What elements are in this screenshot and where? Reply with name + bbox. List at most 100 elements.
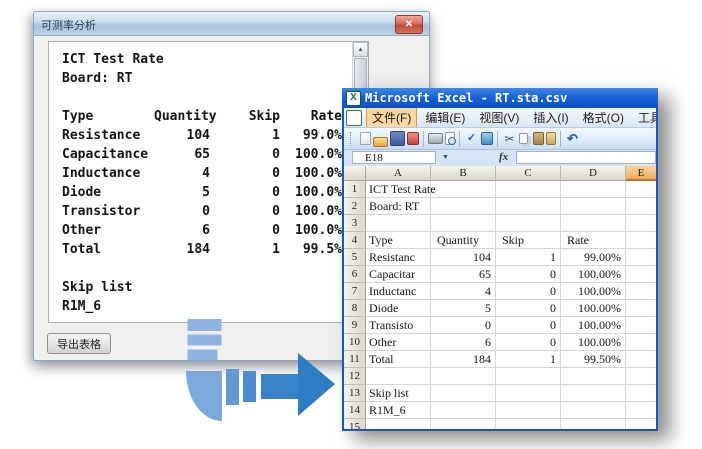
- row-header[interactable]: 15: [344, 419, 366, 429]
- cell[interactable]: R1M_6: [366, 402, 431, 419]
- cut-icon[interactable]: [502, 131, 517, 146]
- cell[interactable]: 99.50%: [561, 351, 626, 368]
- paste-icon[interactable]: [533, 132, 544, 145]
- cell[interactable]: Other: [366, 334, 431, 351]
- undo-icon[interactable]: [565, 131, 580, 146]
- cell[interactable]: [626, 419, 656, 429]
- cell[interactable]: Skip list: [366, 385, 431, 402]
- cell[interactable]: Type: [366, 232, 431, 249]
- cell[interactable]: [496, 368, 561, 385]
- print-preview-icon[interactable]: [445, 132, 456, 145]
- cell[interactable]: Board: RT: [366, 198, 431, 215]
- column-header-A[interactable]: A: [366, 166, 431, 181]
- name-box[interactable]: E18: [352, 151, 436, 164]
- cell[interactable]: 5: [431, 300, 496, 317]
- format-painter-icon[interactable]: [546, 132, 556, 145]
- select-all-corner[interactable]: [344, 166, 366, 181]
- permission-icon[interactable]: [407, 132, 419, 145]
- cell[interactable]: [561, 419, 626, 429]
- cell[interactable]: [431, 215, 496, 232]
- cell[interactable]: [366, 419, 431, 429]
- column-header-B[interactable]: B: [431, 166, 496, 181]
- cell[interactable]: [561, 368, 626, 385]
- cell[interactable]: [561, 215, 626, 232]
- cell[interactable]: 100.00%: [561, 317, 626, 334]
- row-header[interactable]: 5: [344, 249, 366, 266]
- cell[interactable]: [626, 334, 656, 351]
- cell[interactable]: 99.00%: [561, 249, 626, 266]
- cell[interactable]: [431, 385, 496, 402]
- row-header[interactable]: 10: [344, 334, 366, 351]
- cell[interactable]: Diode: [366, 300, 431, 317]
- row-header[interactable]: 14: [344, 402, 366, 419]
- cell[interactable]: [496, 402, 561, 419]
- copy-icon[interactable]: [519, 133, 528, 144]
- scrollbar-thumb[interactable]: [354, 58, 367, 92]
- namebox-dropdown-icon[interactable]: ▼: [442, 154, 449, 161]
- row-header[interactable]: 12: [344, 368, 366, 385]
- cell[interactable]: [366, 368, 431, 385]
- cell[interactable]: [431, 198, 496, 215]
- dialog-close-button[interactable]: ✕: [395, 15, 423, 34]
- cell[interactable]: 100.00%: [561, 266, 626, 283]
- row-header[interactable]: 13: [344, 385, 366, 402]
- row-header[interactable]: 3: [344, 215, 366, 232]
- cell[interactable]: Rate: [561, 232, 626, 249]
- cell[interactable]: [626, 232, 656, 249]
- row-header[interactable]: 9: [344, 317, 366, 334]
- dialog-titlebar[interactable]: 可测率分析 ✕: [34, 12, 429, 36]
- cell[interactable]: 184: [431, 351, 496, 368]
- scroll-up-button[interactable]: ▲: [353, 42, 368, 57]
- cell[interactable]: 0: [496, 266, 561, 283]
- row-header[interactable]: 8: [344, 300, 366, 317]
- row-header[interactable]: 1: [344, 181, 366, 198]
- cell[interactable]: 0: [496, 283, 561, 300]
- cell[interactable]: [626, 351, 656, 368]
- cell[interactable]: Transisto: [366, 317, 431, 334]
- menu-item-2[interactable]: 编辑(E): [425, 111, 466, 125]
- cell[interactable]: 4: [431, 283, 496, 300]
- cell[interactable]: 65: [431, 266, 496, 283]
- cell[interactable]: [561, 385, 626, 402]
- menu-item-5[interactable]: 格式(O): [582, 111, 624, 125]
- excel-titlebar[interactable]: X Microsoft Excel - RT.sta.csv: [342, 88, 658, 108]
- cell[interactable]: [431, 368, 496, 385]
- cell[interactable]: [496, 215, 561, 232]
- cell[interactable]: [366, 215, 431, 232]
- cell[interactable]: [626, 317, 656, 334]
- row-header[interactable]: 11: [344, 351, 366, 368]
- cell[interactable]: [561, 198, 626, 215]
- open-icon[interactable]: [373, 137, 388, 147]
- cell[interactable]: [626, 215, 656, 232]
- column-header-E[interactable]: E: [626, 166, 656, 181]
- cell[interactable]: [626, 198, 656, 215]
- cell[interactable]: ICT Test Rate: [366, 181, 436, 198]
- cell[interactable]: [496, 385, 561, 402]
- cell[interactable]: [431, 181, 496, 198]
- column-header-C[interactable]: C: [496, 166, 561, 181]
- row-header[interactable]: 7: [344, 283, 366, 300]
- cell[interactable]: [626, 266, 656, 283]
- cell[interactable]: 0: [496, 317, 561, 334]
- formula-input[interactable]: [516, 151, 656, 164]
- cell[interactable]: 100.00%: [561, 334, 626, 351]
- toolbar-grip[interactable]: [350, 131, 354, 146]
- cell[interactable]: 1: [496, 351, 561, 368]
- cell[interactable]: [626, 249, 656, 266]
- cell[interactable]: [496, 198, 561, 215]
- cell[interactable]: Inductanc: [366, 283, 431, 300]
- row-header[interactable]: 2: [344, 198, 366, 215]
- cell[interactable]: [561, 181, 626, 198]
- cell[interactable]: Resistanc: [366, 249, 431, 266]
- menu-item-4[interactable]: 插入(I): [533, 111, 569, 125]
- row-header[interactable]: 6: [344, 266, 366, 283]
- menu-item-6[interactable]: 工具(T): [637, 111, 656, 125]
- cell[interactable]: [626, 368, 656, 385]
- save-icon[interactable]: [390, 131, 405, 146]
- cell[interactable]: [626, 283, 656, 300]
- research-icon[interactable]: [481, 132, 493, 145]
- cell[interactable]: [626, 300, 656, 317]
- new-icon[interactable]: [360, 132, 371, 145]
- cell[interactable]: 0: [431, 317, 496, 334]
- spelling-icon[interactable]: [464, 131, 479, 146]
